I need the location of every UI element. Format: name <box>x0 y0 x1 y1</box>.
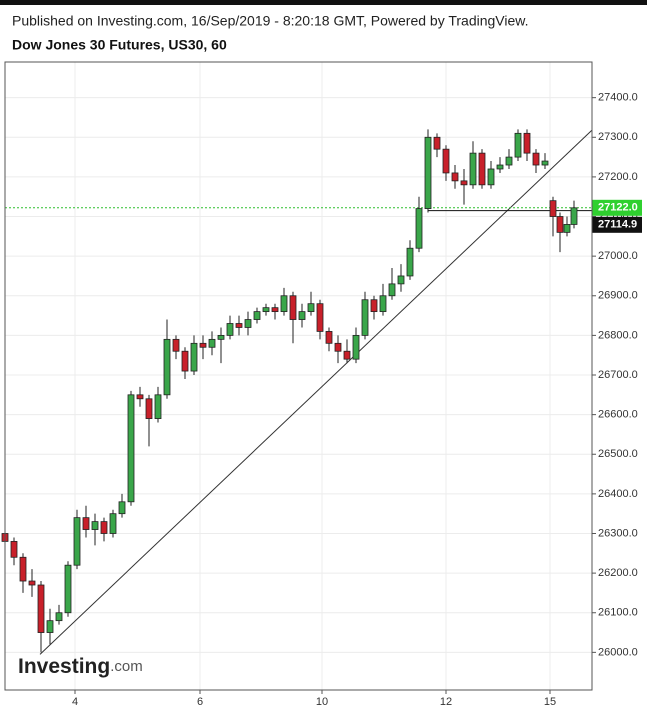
candle-body <box>388 283 396 297</box>
candle-body <box>91 521 99 530</box>
candle-body <box>82 517 90 530</box>
candle-body <box>127 394 135 503</box>
logo-suffix: .com <box>110 658 143 675</box>
x-tick-label: 12 <box>440 696 452 708</box>
y-tick-label: 26800.0 <box>598 329 638 341</box>
y-tick-label: 26300.0 <box>598 527 638 539</box>
candle-body <box>316 303 324 332</box>
candle-body <box>523 132 531 154</box>
trendline <box>39 129 593 655</box>
y-tick-label: 27000.0 <box>598 250 638 262</box>
candle-body <box>563 224 571 233</box>
candle-body <box>145 398 153 419</box>
candle-body <box>469 152 477 186</box>
chart-title: Dow Jones 30 Futures, US30, 60 <box>12 37 227 53</box>
candle-body <box>406 247 414 277</box>
candle-body <box>172 338 180 352</box>
candle-body <box>325 331 333 344</box>
candle-body <box>55 612 63 622</box>
candle-body <box>478 152 486 186</box>
candle-body <box>424 136 432 209</box>
logo-brand: Investing <box>18 655 110 678</box>
candle-body <box>118 501 126 515</box>
candle-body <box>451 172 459 182</box>
candle-body <box>460 180 468 186</box>
logo: Investing.com <box>18 655 143 678</box>
top-bar <box>0 0 647 5</box>
candle-body <box>199 342 207 348</box>
candle-body <box>73 517 81 566</box>
candle-body <box>163 338 171 396</box>
y-tick-label: 26700.0 <box>598 369 638 381</box>
candle-body <box>361 299 369 336</box>
y-tick-label: 26600.0 <box>598 409 638 421</box>
candle-body <box>298 311 306 320</box>
candle-body <box>19 556 27 582</box>
candle-body <box>271 307 279 313</box>
candle-body <box>307 303 315 313</box>
y-tick-label: 27200.0 <box>598 171 638 183</box>
candle-body <box>549 200 557 217</box>
candle-body <box>379 295 387 313</box>
candle-body <box>100 521 108 534</box>
candle-body <box>370 299 378 313</box>
candle-body <box>244 319 252 328</box>
candle-body <box>397 275 405 285</box>
candle-body <box>262 307 270 313</box>
y-tick-label: 26100.0 <box>598 607 638 619</box>
y-tick-label: 26400.0 <box>598 488 638 500</box>
plot-frame <box>4 61 593 691</box>
candle-body <box>10 541 18 558</box>
candle-body <box>136 394 144 400</box>
candle-body <box>541 160 549 166</box>
y-tick-label: 26000.0 <box>598 646 638 658</box>
x-tick-label: 6 <box>197 696 203 708</box>
candle-body <box>181 350 189 372</box>
candle-body <box>334 342 342 352</box>
y-tick-label: 26500.0 <box>598 448 638 460</box>
reference-price-label: 27114.9 <box>598 219 637 231</box>
published-line: Published on Investing.com, 16/Sep/2019 … <box>12 13 529 29</box>
candle-body <box>253 311 261 320</box>
reference-price-tag <box>592 216 642 233</box>
x-tick-label: 15 <box>544 696 556 708</box>
candle-body <box>28 580 36 586</box>
candle-body <box>442 148 450 174</box>
candle-body <box>154 394 162 419</box>
last-price-tag <box>592 199 642 216</box>
candle-body <box>532 152 540 166</box>
candle-body <box>226 323 234 336</box>
candle-body <box>505 156 513 166</box>
y-tick-label: 26200.0 <box>598 567 638 579</box>
candle-body <box>570 207 578 225</box>
candle-body <box>190 342 198 372</box>
candle-body <box>556 216 564 233</box>
y-tick-label: 26900.0 <box>598 290 638 302</box>
candle-body <box>433 136 441 150</box>
candle-body <box>235 323 243 328</box>
candle-body <box>496 164 504 170</box>
candle-body <box>280 295 288 313</box>
candle-body <box>343 350 351 360</box>
x-tick-label: 4 <box>72 696 78 708</box>
candle-body <box>208 338 216 348</box>
candle-body <box>487 168 495 186</box>
x-tick-label: 10 <box>316 696 328 708</box>
candle-body <box>37 584 45 633</box>
candle-body <box>514 132 522 158</box>
candle-body <box>352 334 360 360</box>
candle-body <box>64 564 72 614</box>
candle-body <box>109 513 117 534</box>
y-tick-label: 27400.0 <box>598 92 638 104</box>
candle-body <box>46 620 54 633</box>
last-price-label: 27122.0 <box>598 202 638 214</box>
candle-body <box>289 295 297 320</box>
y-tick-label: 27300.0 <box>598 131 638 143</box>
candle-body <box>217 334 225 340</box>
candle-body <box>415 208 423 249</box>
